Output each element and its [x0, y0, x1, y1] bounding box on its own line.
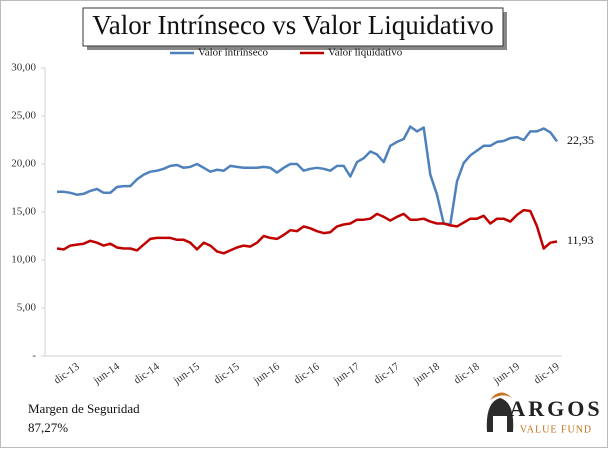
- y-tick-label: 5,00: [17, 302, 37, 314]
- chart-title: Valor Intrínseco vs Valor Liquidativo: [92, 10, 493, 40]
- y-tick-label: 15,00: [11, 206, 36, 218]
- y-tick-label: 25,00: [11, 110, 36, 122]
- annotation: Margen de Seguridad: [28, 401, 140, 416]
- title-box: [82, 7, 504, 47]
- y-tick-label: 30,00: [11, 62, 36, 74]
- value-label: 11,93: [567, 233, 594, 247]
- legend-label: Valor liquidativo: [328, 47, 403, 59]
- y-tick-label: 10,00: [11, 254, 36, 266]
- data-line: [57, 125, 559, 226]
- logo-subtitle: VALUE FUND: [520, 424, 592, 435]
- y-tick-label: 20,00: [11, 158, 36, 170]
- logo-icon: [486, 392, 514, 432]
- value-label: 22,35: [567, 133, 594, 147]
- annotation: 87,27%: [28, 420, 68, 435]
- logo-name: ARGOS: [509, 396, 602, 421]
- legend-label: Valor intrínseco: [198, 47, 268, 59]
- data-line: [56, 208, 558, 255]
- y-tick-label: -: [32, 350, 36, 362]
